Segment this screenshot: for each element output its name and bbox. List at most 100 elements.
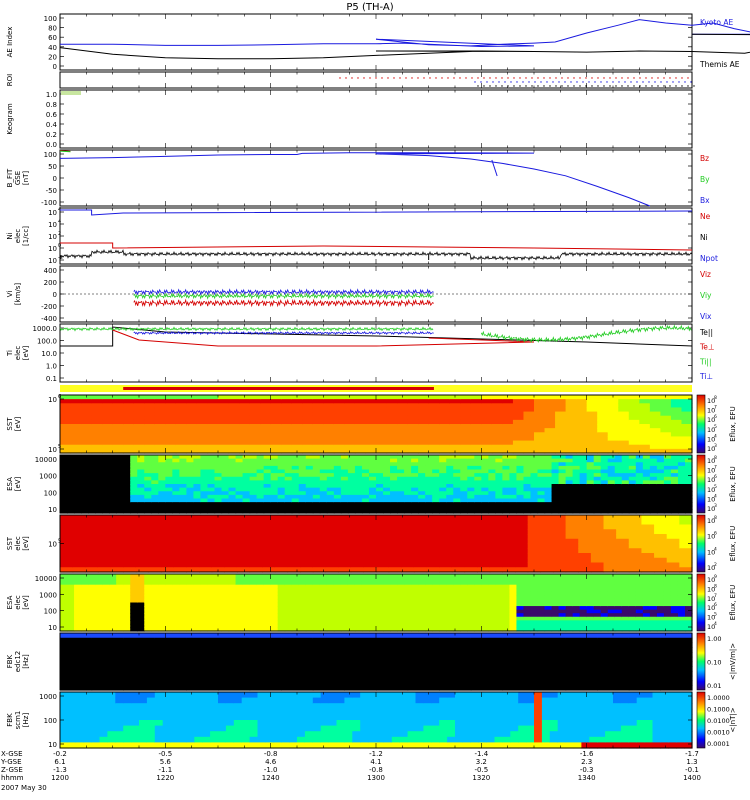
- ni-ytick: 10: [48, 209, 57, 217]
- roi-dot: [570, 81, 571, 82]
- xaxis-rowlabel-0: X-GSE: [1, 750, 23, 758]
- roi-dot: [666, 81, 667, 82]
- vi-legend-1: Viy: [700, 291, 712, 300]
- roi-dot: [507, 85, 508, 86]
- roi-dot: [588, 81, 589, 82]
- roi-dot: [579, 85, 580, 86]
- bfit-frame: [60, 150, 692, 206]
- vi-ytick: -200: [41, 303, 57, 311]
- roi-dot: [555, 77, 556, 78]
- esa_e-ytick: 1000: [39, 591, 57, 599]
- ni-ne: [60, 243, 692, 250]
- roi-dot: [369, 77, 370, 78]
- esa_i-ytick: 10: [48, 506, 57, 514]
- fbk_scm-ytick: 100: [44, 717, 57, 725]
- roi-dot: [423, 77, 424, 78]
- roi-dot: [507, 77, 508, 78]
- fbk_scm-ytick: 1000: [39, 693, 57, 701]
- ti-legend-3: Ti⊥: [699, 372, 713, 381]
- esa_e-spectrogram: [60, 574, 693, 632]
- roi-dot: [441, 77, 442, 78]
- esa_e-ytick: 10000: [35, 575, 57, 583]
- roi-dot: [411, 77, 412, 78]
- bfit-ylabel-0: B_FIT: [6, 168, 14, 187]
- ti-te-par: [60, 327, 692, 346]
- vi-viz: [134, 300, 434, 306]
- fbk_scm-ylabel-0: FBK: [6, 713, 14, 727]
- fbk_scm-ylabel-1: scm1: [14, 711, 22, 730]
- roi-dot: [693, 85, 694, 86]
- keogram-ytick: 0.6: [46, 111, 58, 119]
- roi-dot: [639, 77, 640, 78]
- ni-ylabel-0: Ni: [6, 232, 14, 239]
- roi-dot: [597, 85, 598, 86]
- roi-dot: [657, 85, 658, 86]
- roi-dot: [471, 77, 472, 78]
- roi-dot: [549, 77, 550, 78]
- roi-dot: [537, 77, 538, 78]
- burst-bar-red: [123, 387, 434, 390]
- ti-ytick: 100.0: [37, 338, 57, 346]
- esa_i-cbar-exp: 5: [714, 484, 717, 490]
- roi-dot: [381, 77, 382, 78]
- ae-series-0: [60, 20, 750, 47]
- roi-dot: [525, 85, 526, 86]
- esa_e-cbar-exp: 6: [714, 602, 717, 608]
- roi-dot: [546, 81, 547, 82]
- roi-dot: [630, 81, 631, 82]
- fbk_edc-cbar-tick: 0.10: [707, 659, 721, 667]
- ni-legend-1: Ni: [700, 233, 708, 242]
- sst_i-cbar-exp: 4: [714, 433, 717, 439]
- roi-dot: [531, 77, 532, 78]
- roi-dot: [603, 85, 604, 86]
- roi-dot: [537, 85, 538, 86]
- sst_e-spectrogram: [60, 515, 693, 573]
- roi-dot: [561, 77, 562, 78]
- roi-dot: [522, 81, 523, 82]
- sst_i-cbar-exp: 8: [714, 395, 717, 401]
- fbk_edc-ylabel-2: [Hz]: [22, 654, 30, 669]
- sst_i-ylabel-1: [eV]: [14, 416, 22, 431]
- roi-dot: [453, 77, 454, 78]
- esa_e-cbar-exp: 4: [714, 621, 717, 627]
- ae-ylabel-0: AE Index: [6, 27, 14, 58]
- bfit-ytick: -100: [41, 199, 57, 207]
- ti-ytick: 1000.0: [33, 325, 58, 333]
- roi-dot: [621, 85, 622, 86]
- roi-dot: [609, 85, 610, 86]
- keogram-ytick: 0.0: [46, 141, 57, 149]
- roi-dot: [552, 81, 553, 82]
- figure-title: P5 (TH-A): [346, 2, 393, 13]
- xaxis-rowlabel-1: Y-GSE: [0, 758, 22, 766]
- roi-dot: [663, 77, 664, 78]
- esa_e-ytick: 10: [48, 624, 57, 632]
- roi-dot: [615, 77, 616, 78]
- ae-ytick: 80: [48, 25, 57, 33]
- xaxis-tick: -0.1: [685, 766, 699, 774]
- roi-dot: [684, 81, 685, 82]
- xaxis-tick: 1320: [472, 774, 490, 782]
- sst_e-cbar-exp: 4: [714, 546, 717, 552]
- ti-ytick: 10.0: [41, 350, 57, 358]
- roi-dot: [504, 81, 505, 82]
- roi-dot: [567, 77, 568, 78]
- xaxis-tick: -0.3: [580, 766, 594, 774]
- roi-dot: [603, 77, 604, 78]
- roi-dot: [651, 77, 652, 78]
- vi-viy: [134, 294, 434, 299]
- roi-dot: [483, 85, 484, 86]
- esa_i-ylabel-0: ESA: [6, 477, 14, 491]
- roi-dot: [519, 85, 520, 86]
- sst_i-cbar-label: Eflux, EFU: [729, 406, 737, 441]
- roi-dot: [543, 85, 544, 86]
- roi-dot: [387, 77, 388, 78]
- roi-dot: [585, 77, 586, 78]
- roi-dot: [597, 77, 598, 78]
- sst_e-cbar-exp: 2: [714, 562, 717, 568]
- roi-dot: [687, 85, 688, 86]
- keogram-ytick: 1.0: [46, 91, 57, 99]
- roi-dot: [675, 77, 676, 78]
- xaxis-tick: -1.1: [158, 766, 172, 774]
- xaxis-tick: 1200: [51, 774, 69, 782]
- esa_e-cbar-label: Eflux, EFU: [729, 585, 737, 620]
